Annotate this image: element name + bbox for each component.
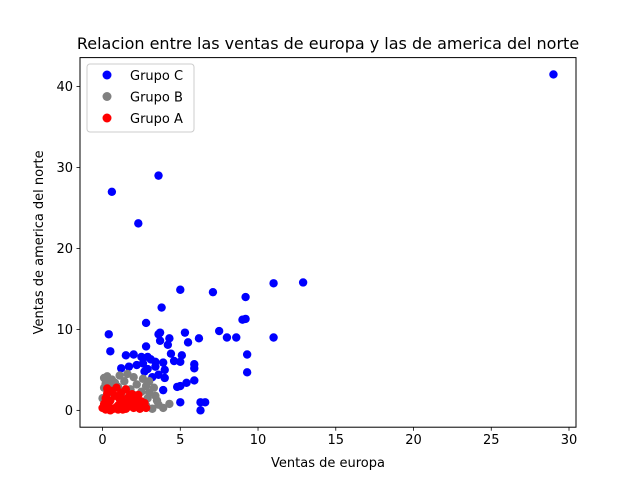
- data-point: [269, 279, 278, 288]
- y-tick-label: 40: [56, 80, 73, 95]
- y-tick-label: 10: [56, 323, 73, 338]
- data-point: [103, 384, 112, 393]
- x-tick-label: 20: [405, 433, 422, 448]
- data-point: [154, 330, 163, 339]
- data-point: [180, 328, 190, 337]
- data-point: [222, 333, 232, 342]
- data-point: [132, 360, 141, 370]
- data-point: [121, 351, 131, 360]
- x-tick-label: 5: [176, 433, 184, 448]
- data-point: [166, 349, 176, 358]
- data-point: [129, 372, 138, 382]
- data-point: [141, 342, 151, 351]
- data-point: [242, 350, 252, 359]
- data-point: [196, 406, 205, 415]
- data-point: [155, 336, 165, 345]
- data-point: [182, 378, 191, 388]
- y-axis: 0 10 20 30 40: [56, 80, 80, 419]
- data-point: [190, 364, 199, 373]
- data-point: [107, 187, 117, 197]
- data-point: [269, 333, 278, 342]
- data-point: [140, 367, 149, 376]
- data-point: [121, 404, 131, 413]
- data-point: [157, 303, 166, 312]
- data-point: [241, 292, 250, 302]
- data-point: [117, 393, 126, 402]
- data-point: [232, 333, 241, 342]
- data-point: [148, 404, 157, 413]
- x-tick-label: 10: [250, 433, 267, 448]
- x-tick-label: 25: [483, 433, 500, 448]
- data-point: [117, 364, 126, 373]
- data-point: [141, 381, 151, 391]
- data-point: [158, 385, 168, 395]
- data-point: [120, 377, 129, 386]
- data-point: [549, 70, 558, 79]
- data-point: [106, 406, 115, 415]
- x-tick-label: 15: [328, 433, 345, 448]
- data-point: [176, 285, 185, 294]
- data-point: [151, 362, 160, 371]
- y-tick-label: 0: [65, 404, 73, 419]
- data-point: [242, 368, 252, 377]
- data-point: [123, 369, 132, 379]
- data-point: [158, 358, 168, 367]
- data-point: [160, 365, 169, 375]
- data-point: [241, 314, 250, 324]
- legend-label: Grupo C: [130, 69, 183, 84]
- data-point: [121, 385, 131, 394]
- legend-frame: [86, 63, 195, 133]
- legend-label: Grupo B: [130, 91, 183, 106]
- data-point: [165, 334, 174, 343]
- data-point: [169, 356, 179, 366]
- data-point: [160, 373, 169, 383]
- data-point: [112, 402, 121, 412]
- legend-marker: [102, 92, 112, 101]
- data-point: [106, 347, 115, 356]
- y-tick-label: 30: [56, 161, 73, 176]
- chart-title: Relacion entre las ventas de europa y la…: [77, 34, 579, 53]
- data-point: [137, 352, 146, 362]
- y-tick-label: 20: [56, 242, 73, 257]
- legend-label: Grupo A: [130, 112, 183, 127]
- data-point: [129, 350, 138, 359]
- x-axis-label: Ventas de europa: [271, 456, 385, 471]
- data-point: [298, 278, 308, 287]
- x-axis: 0 5 10 15 20 25 30: [98, 427, 577, 448]
- data-point: [141, 318, 151, 328]
- data-point: [177, 351, 187, 360]
- data-point: [115, 371, 124, 380]
- legend-marker: [102, 113, 112, 123]
- data-point: [163, 340, 173, 349]
- series-grupo-a: [98, 383, 151, 415]
- data-point: [154, 171, 163, 180]
- data-point: [165, 399, 174, 409]
- data-point: [214, 326, 224, 336]
- data-point: [132, 380, 141, 389]
- data-point: [141, 403, 151, 413]
- data-point: [176, 357, 185, 366]
- x-tick-label: 30: [561, 433, 578, 448]
- data-point: [134, 390, 143, 400]
- series-grupo-c: [104, 70, 558, 415]
- data-point: [183, 338, 193, 347]
- data-point: [158, 403, 168, 413]
- data-point: [172, 382, 182, 392]
- data-point: [134, 219, 143, 228]
- legend: Grupo C Grupo B Grupo A: [86, 63, 195, 133]
- y-axis-label: Ventas de america del norte: [32, 150, 47, 334]
- data-point: [176, 398, 185, 407]
- data-point: [208, 287, 218, 297]
- plot-area: [98, 70, 558, 415]
- legend-marker: [102, 70, 112, 80]
- data-point: [190, 376, 199, 385]
- data-point: [124, 362, 134, 371]
- data-point: [200, 398, 210, 407]
- axes-frame: [79, 57, 577, 428]
- x-tick-label: 0: [98, 433, 106, 448]
- data-point: [104, 330, 113, 339]
- data-point: [194, 334, 204, 343]
